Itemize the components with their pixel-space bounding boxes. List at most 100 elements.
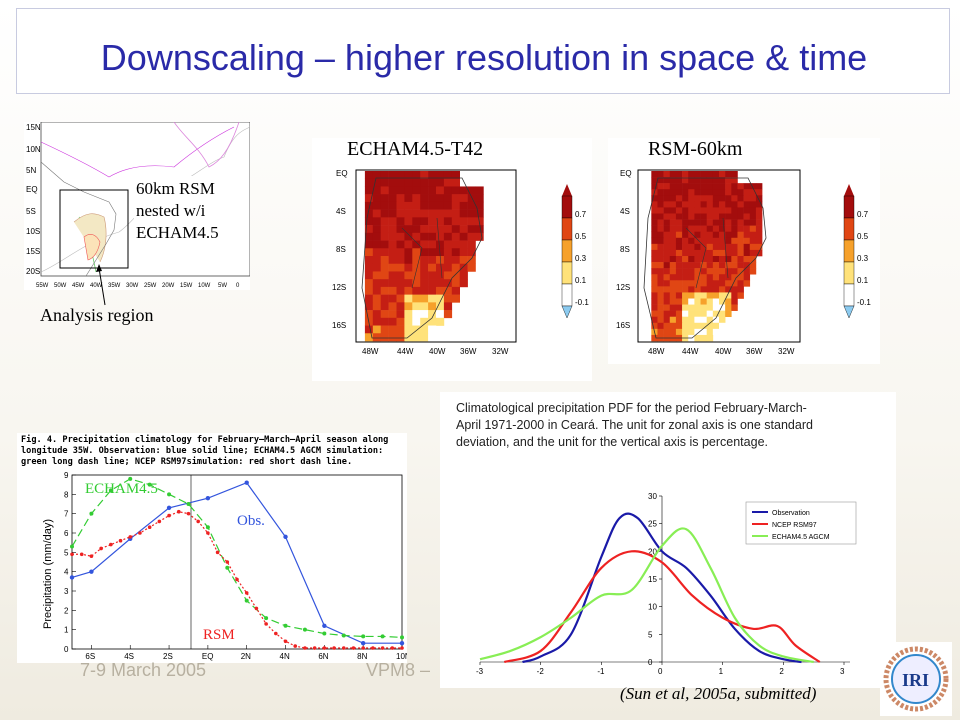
lon-tick: 32W (492, 347, 509, 356)
map-cell (675, 201, 683, 208)
map-cell (657, 304, 664, 311)
map-cell (404, 194, 413, 203)
lon-tick: 44W (682, 347, 699, 356)
map-cell (700, 316, 707, 324)
domain-map-panel: 15N 10N 5N EQ 5S 10S 15S 20S 55W 50W 45W… (24, 121, 251, 290)
map-cell (364, 333, 374, 342)
map-cell (675, 207, 683, 214)
map-cell (749, 183, 757, 190)
map-cell (451, 194, 460, 203)
map-cell (688, 243, 695, 251)
data-point (138, 531, 142, 535)
map-cell (743, 195, 751, 202)
map-cell (475, 186, 484, 195)
map-cell (404, 294, 413, 303)
map-cell (719, 219, 726, 226)
map-cell (682, 286, 689, 293)
map-cell (420, 225, 429, 234)
map-cell (396, 279, 405, 288)
rsm-series-label: RSM (203, 627, 235, 643)
map-cell (372, 194, 381, 203)
fig4-ticks: 0 1 2 3 4 5 6 7 8 9 6S 4S 2S EQ 2N 4N 6N 8N 10N (64, 471, 407, 661)
map-cell (725, 231, 732, 239)
data-point (341, 646, 346, 650)
map-cell (725, 201, 732, 208)
map-cell (651, 195, 658, 202)
rsm-nest-line: nested w/i (136, 201, 206, 220)
map-cell (669, 237, 677, 245)
map-cell (700, 249, 707, 257)
map-cell (706, 207, 714, 214)
map-cell (731, 249, 738, 257)
map-cell (388, 279, 397, 288)
data-point (186, 502, 191, 506)
map-cell (706, 274, 714, 281)
data-point (283, 639, 288, 644)
map-cell (700, 189, 707, 196)
map-cell (755, 195, 763, 202)
map-cell (675, 286, 683, 293)
map-cell (380, 256, 389, 265)
map-cell (420, 294, 429, 303)
map-cell (467, 256, 476, 265)
map-cell (657, 243, 664, 251)
map-cell (688, 316, 695, 324)
y-tick-label: 9 (64, 471, 69, 480)
iri-logo-icon: IRI (883, 646, 949, 712)
map-cell (436, 263, 445, 272)
map-cell (706, 243, 714, 251)
map-cell (459, 263, 468, 272)
map-cell (700, 286, 707, 293)
x-tick-label: 0 (658, 667, 663, 676)
y-tick-label: 0 (64, 645, 69, 654)
map-cell (663, 262, 671, 269)
map-cell (412, 194, 421, 203)
map-cell (657, 262, 664, 269)
map-cell (700, 322, 707, 330)
map-cell (694, 249, 701, 257)
map-cell (412, 325, 421, 334)
map-cell (364, 217, 374, 226)
map-cell (451, 201, 460, 210)
map-cell (675, 310, 683, 318)
map-cell (651, 316, 658, 324)
map-cell (719, 310, 726, 318)
map-cell (669, 298, 677, 305)
map-cell (657, 256, 664, 263)
map-cell (700, 219, 707, 226)
data-point (206, 531, 210, 535)
data-point (215, 550, 220, 555)
map-cell (372, 310, 381, 319)
map-cell (737, 274, 744, 281)
series-line-ncep-rsm97 (503, 550, 821, 664)
map-cell (451, 286, 460, 295)
map-cell (657, 328, 664, 336)
data-point (225, 560, 230, 564)
map-cell (700, 280, 707, 287)
map-cell (451, 279, 460, 288)
map-cell (420, 217, 429, 226)
map-cell (436, 186, 445, 195)
map-cell (372, 209, 381, 218)
map-cell (396, 248, 405, 257)
map-cell (700, 225, 707, 233)
map-cell (657, 274, 664, 281)
map-cell (743, 207, 751, 214)
map-cell (396, 317, 405, 326)
map-cell (731, 219, 738, 226)
map-cell (380, 317, 389, 326)
map-cell (372, 317, 381, 326)
map-cell (412, 217, 421, 226)
map-cell (712, 195, 720, 202)
map-cell (459, 194, 468, 203)
data-point (89, 511, 94, 516)
map-cell (364, 294, 374, 303)
map-cell (755, 213, 763, 220)
map-cell (396, 294, 405, 303)
data-point (322, 646, 327, 650)
map-cell (651, 256, 658, 263)
map-cell (404, 256, 413, 265)
map-cell (706, 195, 714, 202)
map-cell (731, 243, 738, 251)
y-tick-label: 25 (648, 520, 657, 529)
